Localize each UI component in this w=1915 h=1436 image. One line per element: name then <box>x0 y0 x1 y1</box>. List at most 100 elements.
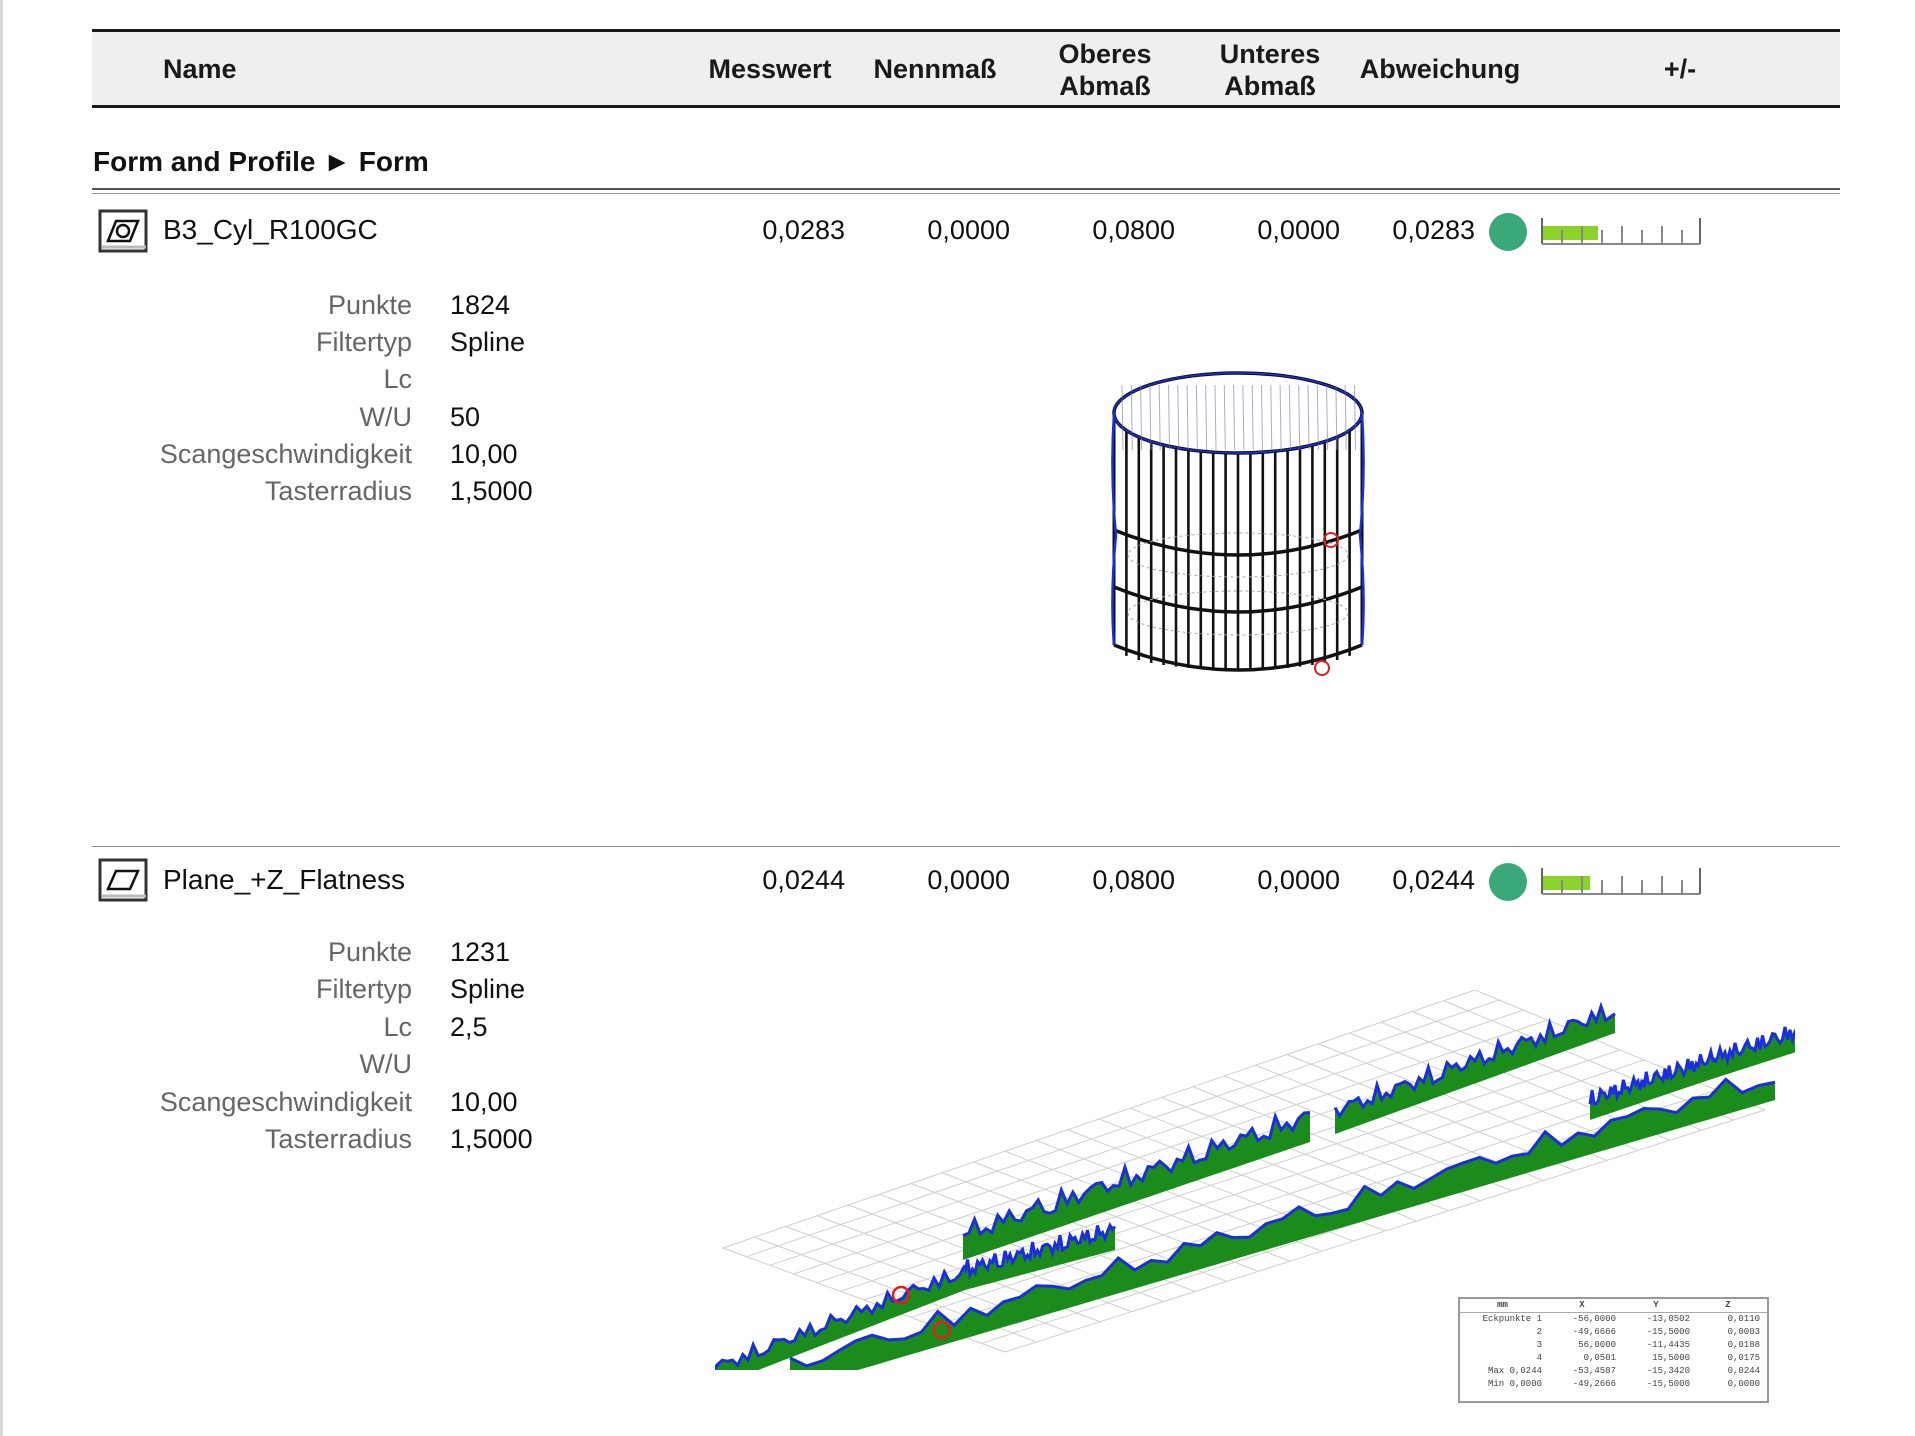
corner-table-cell: -11,4435 <box>1646 1340 1690 1350</box>
param-label: Filtertyp <box>315 974 412 1004</box>
corner-header-cell: Y <box>1653 1300 1659 1310</box>
oberes-abmass-value: 0,0800 <box>1092 215 1175 245</box>
col-header-name: Name <box>163 54 237 84</box>
tolerance-bar <box>1541 218 1701 245</box>
corner-table-cell: 56,0000 <box>1578 1340 1616 1350</box>
param-label: Scangeschwindigkeit <box>159 439 412 469</box>
param-value: 50 <box>450 402 481 432</box>
section-rule <box>92 188 1840 190</box>
section-rule-thin <box>92 193 1840 194</box>
param-label: Punkte <box>327 290 412 320</box>
corner-table-row: Eckpunkte 1 -56,0000 -13,0502 0,0110 <box>1460 1313 1767 1326</box>
param-value: 1231 <box>450 937 511 967</box>
param-value: 2,5 <box>450 1012 488 1042</box>
corner-table-cell: 0,0501 <box>1583 1353 1616 1363</box>
unteres-abmass-value: 0,0000 <box>1257 865 1340 895</box>
col-header-oberes-line2: Abmaß <box>1059 71 1151 101</box>
corner-table-row: 2 -49,6666 -15,5000 0,0003 <box>1460 1326 1767 1339</box>
corner-table-cell: 0,0003 <box>1727 1327 1760 1337</box>
param-value: 1824 <box>450 290 511 320</box>
param-label: Lc <box>383 364 412 394</box>
corner-table-cell: -49,6666 <box>1572 1327 1616 1337</box>
corner-table-cell: 3 <box>1536 1340 1542 1350</box>
param-label: Tasterradius <box>264 1124 412 1154</box>
corner-table-cell: Min 0,0000 <box>1487 1379 1542 1389</box>
col-header-oberes-abmass: Oberes Abmaß <box>1030 38 1180 102</box>
row-separator <box>92 846 1840 847</box>
col-header-oberes-line1: Oberes <box>1058 39 1152 69</box>
corner-header-cell: mm <box>1497 1300 1508 1310</box>
tolerance-bar-fill <box>1542 226 1598 240</box>
page-left-border <box>0 0 3 1436</box>
col-header-nennmass: Nennmaß <box>873 54 997 84</box>
abweichung-value: 0,0283 <box>1392 215 1475 245</box>
nennmass-value: 0,0000 <box>927 865 1010 895</box>
feature-name[interactable]: Plane_+Z_Flatness <box>163 864 406 895</box>
param-label: Lc <box>383 1012 412 1042</box>
corner-table-cell: -15,5000 <box>1646 1379 1690 1389</box>
col-header-messwert: Messwert <box>708 54 832 84</box>
corner-header-cell: Z <box>1725 1300 1731 1310</box>
corner-table-body: Eckpunkte 1 -56,0000 -13,0502 0,0110 2 -49,66… <box>1460 1313 1767 1391</box>
corner-table-cell: 0,0175 <box>1727 1353 1760 1363</box>
corner-table-header: mm X Y Z <box>1460 1299 1767 1313</box>
corner-table-cell: 15,5000 <box>1652 1353 1690 1363</box>
abweichung-value: 0,0244 <box>1392 865 1475 895</box>
col-header-unteres-abmass: Unteres Abmaß <box>1195 38 1345 102</box>
col-header-plusminus: +/- <box>1663 54 1697 84</box>
cylinder-form-plot <box>1111 371 1365 676</box>
tolerance-bar <box>1541 868 1701 895</box>
flatness-form-plot <box>715 990 1795 1370</box>
param-label: Filtertyp <box>315 327 412 357</box>
param-label: Scangeschwindigkeit <box>159 1087 412 1117</box>
corner-table-cell: 0,0000 <box>1727 1379 1760 1389</box>
corner-points-table: mm X Y Z Eckpunkte 1 -56,0000 -13,0502 0,01… <box>1458 1297 1769 1403</box>
corner-table-cell: -56,0000 <box>1572 1314 1616 1324</box>
corner-header-cell: X <box>1579 1300 1585 1310</box>
corner-table-cell: 0,0188 <box>1727 1340 1760 1350</box>
oberes-abmass-value: 0,0800 <box>1092 865 1175 895</box>
corner-table-cell: Eckpunkte 1 <box>1482 1314 1542 1324</box>
feature-name[interactable]: B3_Cyl_R100GC <box>163 214 378 245</box>
param-value: 10,00 <box>450 439 518 469</box>
messwert-value: 0,0244 <box>762 865 845 895</box>
header-top-rule <box>92 29 1840 32</box>
param-label: W/U <box>359 1049 412 1079</box>
corner-table-cell: Max 0,0244 <box>1487 1366 1542 1376</box>
corner-table-cell: 0,0244 <box>1727 1366 1760 1376</box>
corner-table-cell: 4 <box>1536 1353 1542 1363</box>
param-value: 10,00 <box>450 1087 518 1117</box>
corner-table-cell: -15,5000 <box>1646 1327 1690 1337</box>
cylindricity-icon <box>98 209 148 253</box>
table-header <box>92 32 1840 105</box>
unteres-abmass-value: 0,0000 <box>1257 215 1340 245</box>
corner-table-cell: 0,0110 <box>1727 1314 1760 1324</box>
param-value: Spline <box>450 327 526 357</box>
messwert-value: 0,0283 <box>762 215 845 245</box>
param-value: Spline <box>450 974 526 1004</box>
corner-table-cell: 2 <box>1536 1327 1542 1337</box>
section-title: Form and Profile ► Form <box>93 146 429 177</box>
corner-table-cell: -15,3420 <box>1646 1366 1690 1376</box>
status-indicator <box>1489 863 1527 901</box>
nennmass-value: 0,0000 <box>927 215 1010 245</box>
param-label: Punkte <box>327 937 412 967</box>
corner-table-row: Max 0,0244 -53,4587 -15,3420 0,0244 <box>1460 1365 1767 1378</box>
corner-table-row: 3 56,0000 -11,4435 0,0188 <box>1460 1339 1767 1352</box>
param-value: 1,5000 <box>450 476 533 506</box>
tolerance-bar-fill <box>1542 876 1591 890</box>
col-header-unteres-line1: Unteres <box>1219 39 1321 69</box>
corner-table-row: Min 0,0000 -49,2666 -15,5000 0,0000 <box>1460 1378 1767 1391</box>
flatness-icon <box>98 858 148 902</box>
corner-table-cell: -49,2666 <box>1572 1379 1616 1389</box>
param-value: 1,5000 <box>450 1124 533 1154</box>
param-label: Tasterradius <box>264 476 412 506</box>
col-header-unteres-line2: Abmaß <box>1224 71 1316 101</box>
corner-table-cell: -13,0502 <box>1646 1314 1690 1324</box>
col-header-abweichung: Abweichung <box>1359 54 1521 84</box>
status-indicator <box>1489 213 1527 251</box>
corner-table-cell: -53,4587 <box>1572 1366 1616 1376</box>
header-bottom-rule <box>92 105 1840 108</box>
param-label: W/U <box>359 402 412 432</box>
corner-table-row: 4 0,0501 15,5000 0,0175 <box>1460 1352 1767 1365</box>
